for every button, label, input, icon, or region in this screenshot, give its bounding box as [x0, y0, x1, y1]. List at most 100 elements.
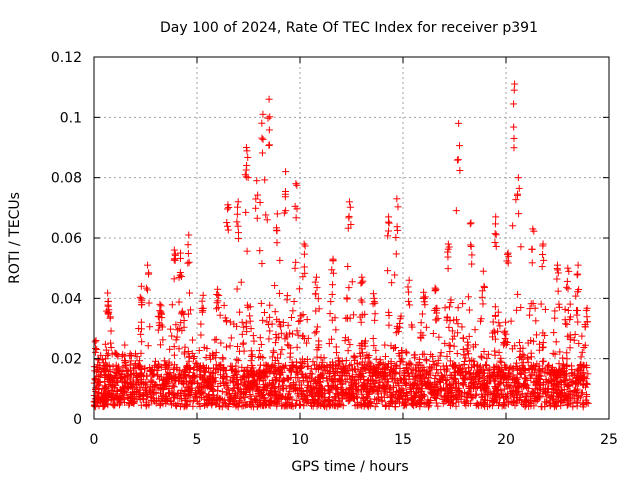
data-points: [90, 80, 592, 411]
data-point: [381, 341, 389, 349]
data-point: [492, 231, 500, 239]
data-point: [224, 226, 232, 234]
data-point: [156, 300, 164, 308]
data-point: [385, 321, 393, 329]
data-point: [532, 317, 540, 325]
data-point: [553, 275, 561, 283]
data-point: [265, 141, 273, 149]
data-point: [344, 263, 352, 271]
data-point: [467, 241, 475, 249]
data-point: [175, 345, 183, 353]
data-point: [345, 214, 353, 222]
data-point: [369, 334, 377, 342]
data-point: [454, 320, 462, 328]
data-point: [263, 216, 271, 224]
data-point: [446, 303, 454, 311]
data-point: [259, 110, 267, 118]
data-point: [357, 318, 365, 326]
data-point: [185, 231, 193, 239]
data-point: [278, 346, 286, 354]
data-point: [170, 351, 178, 359]
data-point: [406, 359, 414, 367]
data-point: [295, 285, 303, 293]
data-point: [273, 210, 281, 218]
data-point: [311, 278, 319, 286]
y-axis-label: ROTI / TECUs: [7, 192, 23, 284]
data-point: [574, 307, 582, 315]
data-point: [516, 338, 524, 346]
data-point: [559, 354, 567, 362]
data-point: [478, 293, 486, 301]
data-point: [528, 259, 536, 267]
data-point: [445, 341, 453, 349]
data-point: [257, 340, 265, 348]
data-point: [554, 269, 562, 277]
data-point: [491, 239, 499, 247]
data-point: [391, 343, 399, 351]
data-point: [421, 301, 429, 309]
data-point: [170, 275, 178, 283]
data-point: [222, 343, 230, 351]
data-point: [299, 273, 307, 281]
data-point: [244, 153, 252, 161]
data-point: [186, 289, 194, 297]
data-point: [453, 350, 461, 358]
grid-lines: [94, 57, 609, 419]
data-point: [393, 223, 401, 231]
data-point: [276, 256, 284, 264]
data-point: [448, 327, 456, 335]
data-point: [313, 353, 321, 361]
data-point: [541, 305, 549, 313]
data-point: [465, 306, 473, 314]
data-point: [566, 300, 574, 308]
y-tick-label: 0.1: [60, 110, 82, 126]
data-point: [261, 176, 269, 184]
data-point: [388, 279, 396, 287]
data-point: [101, 340, 109, 348]
data-point: [551, 314, 559, 322]
data-point: [370, 294, 378, 302]
data-point: [464, 293, 472, 301]
data-point: [175, 298, 183, 306]
data-point: [254, 191, 262, 199]
data-point: [521, 402, 529, 410]
data-point: [405, 276, 413, 284]
data-point: [441, 304, 449, 312]
data-point: [104, 289, 112, 297]
data-point: [293, 343, 301, 351]
data-point: [459, 345, 467, 353]
data-point: [491, 220, 499, 228]
data-point: [292, 258, 300, 266]
data-point: [217, 339, 225, 347]
data-point: [526, 305, 534, 313]
data-point: [293, 181, 301, 189]
data-point: [256, 334, 264, 342]
data-point: [510, 100, 518, 108]
data-point: [197, 331, 205, 339]
data-point: [246, 312, 254, 320]
data-point: [357, 279, 365, 287]
data-point: [391, 271, 399, 279]
data-point: [494, 308, 502, 316]
data-point: [584, 370, 592, 378]
data-point: [537, 403, 545, 411]
data-point: [237, 278, 245, 286]
data-point: [564, 306, 572, 314]
data-point: [265, 335, 273, 343]
data-point: [216, 311, 224, 319]
data-point: [510, 86, 518, 94]
data-point: [550, 329, 558, 337]
data-point: [282, 168, 290, 176]
data-point: [573, 271, 581, 279]
data-point: [467, 243, 475, 251]
data-point: [565, 267, 573, 275]
data-point: [563, 283, 571, 291]
data-point: [491, 230, 499, 238]
data-point: [107, 327, 115, 335]
data-point: [249, 332, 257, 340]
data-point: [392, 250, 400, 258]
data-point: [326, 310, 334, 318]
data-point: [344, 347, 352, 355]
data-point: [571, 330, 579, 338]
data-point: [265, 141, 273, 149]
